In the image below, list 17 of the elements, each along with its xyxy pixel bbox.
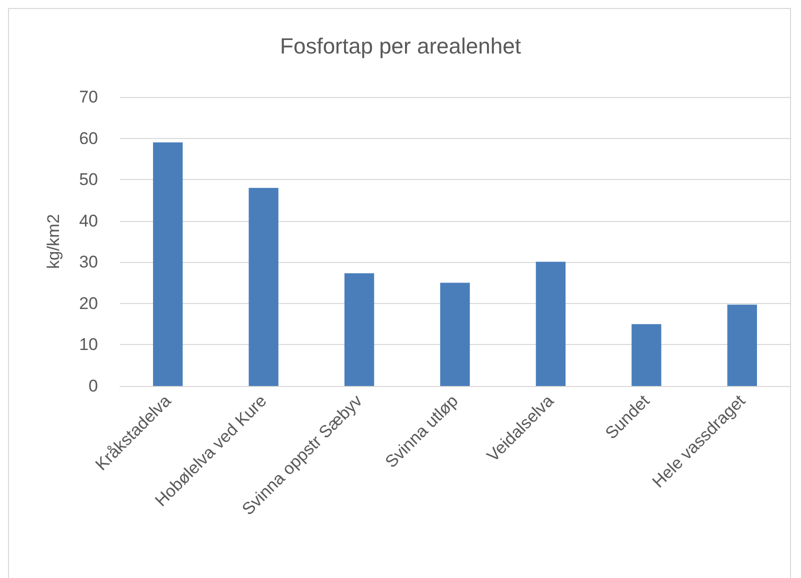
bar <box>727 304 757 386</box>
y-tick-label: 60 <box>79 128 98 148</box>
y-tick-label: 20 <box>79 294 98 313</box>
y-tick-label: 10 <box>79 335 98 354</box>
y-tick-label: 50 <box>79 170 98 190</box>
chart-title: Fosfortap per arealenhet <box>280 34 521 58</box>
y-tick-label: 70 <box>79 88 98 106</box>
bar <box>440 282 470 386</box>
y-tick-label: 0 <box>88 376 98 396</box>
bar <box>153 142 183 386</box>
bar <box>632 324 662 386</box>
y-axis-title: kg/km2 <box>44 214 63 269</box>
y-tick-label: 40 <box>79 211 98 230</box>
bar <box>248 188 278 386</box>
bar <box>344 273 374 386</box>
bar <box>536 262 566 386</box>
y-tick-label: 30 <box>79 252 98 272</box>
